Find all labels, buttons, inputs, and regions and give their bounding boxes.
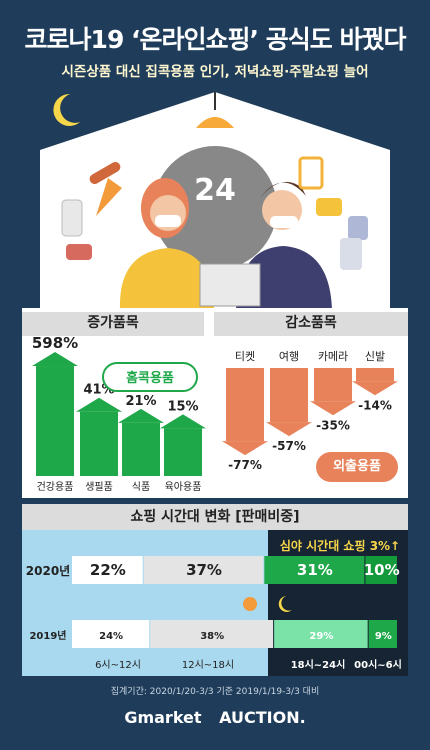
increase-category-label: 생필품: [85, 481, 113, 493]
can-icon: [316, 198, 342, 216]
time-segment: [150, 620, 274, 648]
increase-bar: [36, 366, 74, 476]
increase-category-label: 육아용품: [165, 481, 202, 493]
moon-icon: [53, 93, 80, 126]
logos: Gmarket AUCTION.: [0, 708, 430, 727]
decrease-arrowhead: [310, 401, 356, 416]
time-segment: [72, 556, 143, 584]
auction-logo: AUCTION.: [219, 708, 306, 727]
page-title: 코로나19 ‘온라인쇼핑’ 공식도 바꿨다: [24, 25, 407, 54]
increase-arrowhead: [32, 352, 78, 367]
decrease-bar: [226, 368, 264, 442]
sausage-icon: [89, 162, 121, 184]
decrease-arrowhead: [222, 441, 268, 456]
decrease-category-label: 티켓: [235, 350, 255, 363]
footnote: 집계기간: 2020/1/20-3/3 기준 2019/1/19-3/3 대비: [110, 687, 320, 697]
time-segment-label: 38%: [200, 631, 224, 642]
time-segment-label: 22%: [90, 561, 126, 579]
detergent-icon: [340, 238, 362, 270]
time-heading: 쇼핑 시간대 변화 [판매비중]: [22, 504, 408, 530]
clock-face: [153, 146, 277, 270]
increase-value-label: 598%: [32, 334, 78, 352]
decrease-value-label: -35%: [316, 418, 350, 432]
time-segment-label: 31%: [297, 561, 333, 579]
time-segment: [264, 556, 365, 584]
home-illustration: 24: [40, 92, 390, 310]
home-goods-tag: 홈콕용품: [102, 362, 198, 392]
outdoor-goods-tag: 외출용품: [316, 452, 398, 482]
time-segment-label: 29%: [309, 631, 333, 642]
night-annotation: 심야 시간대 쇼핑 3%↑: [280, 538, 400, 553]
meat-icon: [66, 244, 92, 260]
time-chart: 2020년 22% 37% 31% 10% 2019년 24% 38% 29% 9% 심야 시간대 …: [26, 530, 408, 676]
night-background: [268, 530, 408, 676]
increase-category-label: 식품: [132, 481, 150, 493]
time-segment: [368, 620, 397, 648]
increase-arrowhead: [118, 408, 164, 423]
decrease-category-label: 여행: [279, 350, 299, 363]
carrot-icon: [96, 178, 122, 216]
increase-bar: [80, 411, 118, 476]
decrease-bar: [356, 368, 394, 382]
gmarket-logo: Gmarket: [124, 708, 202, 727]
time-category-label: 00시~6시: [354, 659, 402, 671]
decrease-value-label: -14%: [358, 398, 392, 412]
decrease-category-label: 카메라: [318, 350, 348, 363]
lamp-icon: [196, 117, 234, 128]
time-segment: [365, 556, 397, 584]
page-subtitle: 시즌상품 대신 집콕용품 인기, 저녁쇼핑·주말쇼핑 늘어: [61, 64, 369, 80]
time-category-label: 12시~18시: [182, 659, 234, 671]
time-category-label: 18시~24시: [291, 659, 346, 671]
increase-arrowhead: [76, 397, 122, 412]
jar-icon: [348, 216, 368, 240]
items-charts: 598%건강용품41%생필품21%식품15%육아용품티켓-77%여행-57%카메…: [32, 334, 398, 493]
decrease-heading: 감소품목: [214, 312, 408, 336]
series-year-label: 2019년: [29, 629, 66, 642]
time-segment: [274, 620, 368, 648]
decrease-bar: [270, 368, 308, 423]
increase-bar: [122, 422, 160, 476]
increase-value-label: 21%: [125, 394, 156, 409]
time-segment-label: 9%: [375, 631, 392, 642]
decrease-arrowhead: [266, 422, 312, 437]
decrease-arrowhead: [352, 381, 398, 396]
time-segment: [143, 556, 264, 584]
laptop-icon: [199, 263, 261, 307]
time-segment: [72, 620, 150, 648]
time-segment-label: 37%: [186, 561, 222, 579]
increase-category-label: 건강용품: [37, 481, 74, 493]
increase-value-label: 15%: [167, 399, 198, 414]
increase-arrowhead: [160, 414, 206, 429]
decrease-category-label: 신발: [365, 350, 385, 363]
moon-small-icon: [278, 596, 292, 612]
time-segment-label: 10%: [364, 561, 400, 579]
sun-icon: [243, 597, 257, 611]
milk-icon: [298, 156, 324, 190]
increase-heading: 증가품목: [22, 312, 204, 336]
series-year-label: 2020년: [26, 564, 70, 578]
decrease-bar: [314, 368, 352, 402]
time-segment-label: 24%: [99, 631, 123, 642]
clock-number: 24: [194, 173, 236, 208]
decrease-value-label: -77%: [228, 458, 262, 472]
increase-bar: [164, 428, 202, 476]
decrease-value-label: -57%: [272, 439, 306, 453]
woman-figure: [119, 248, 214, 310]
bottle-icon: [61, 199, 83, 237]
time-category-label: 6시~12시: [95, 659, 141, 671]
